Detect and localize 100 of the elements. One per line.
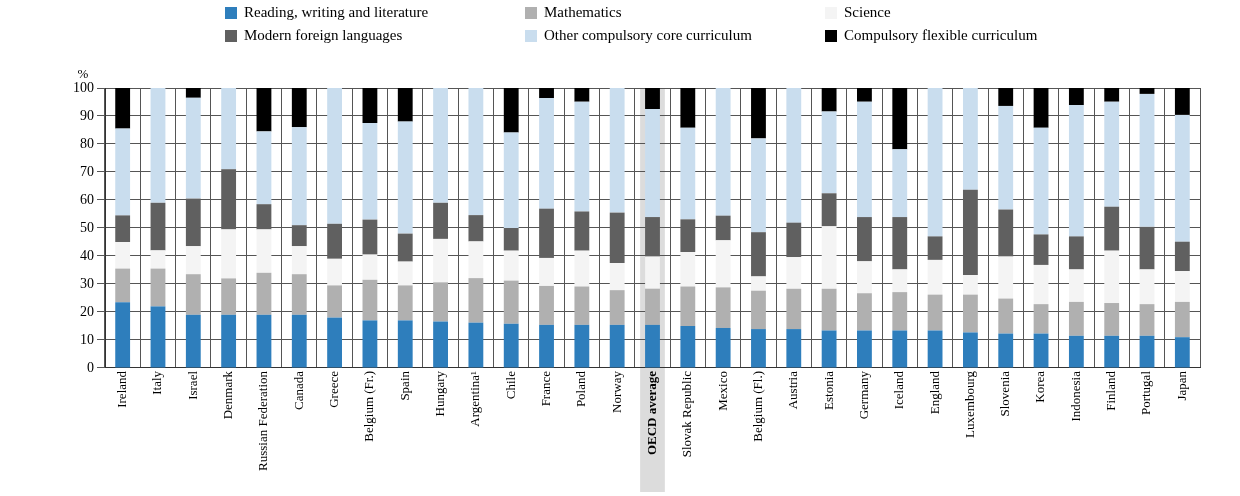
bar <box>927 330 943 368</box>
bar <box>786 257 802 289</box>
bar <box>751 290 766 330</box>
bar <box>539 324 554 368</box>
bar <box>1033 88 1049 128</box>
bar <box>645 109 660 218</box>
legend-label: Other compulsory core curriculum <box>544 27 752 44</box>
x-tick-label: England <box>926 370 942 415</box>
x-tick-label: Austria <box>785 370 801 410</box>
bar <box>221 278 237 315</box>
bar <box>256 88 272 132</box>
bar <box>1068 269 1084 302</box>
bar <box>256 314 272 368</box>
bar <box>185 97 201 199</box>
bar <box>1104 101 1120 207</box>
y-tick-label: 90 <box>80 107 94 123</box>
x-tick-label: Denmark <box>220 370 236 420</box>
bar <box>221 314 237 368</box>
bar <box>609 88 625 213</box>
bar <box>645 288 660 325</box>
bar <box>645 256 660 289</box>
bar <box>1174 271 1190 302</box>
bar <box>680 88 696 128</box>
bar <box>821 111 837 194</box>
bar <box>256 131 272 205</box>
y-tick-label: 100 <box>73 79 94 95</box>
bar <box>256 229 272 273</box>
x-tick-label: France <box>537 370 553 407</box>
x-tick-label: Argentina¹ <box>467 370 483 427</box>
bar <box>715 327 731 368</box>
bar <box>468 241 484 279</box>
x-tick-label: Spain <box>396 370 412 401</box>
bar <box>1174 301 1190 338</box>
legend-label: Compulsory flexible curriculum <box>844 27 1038 44</box>
bar <box>433 88 448 203</box>
x-tick-label: Canada <box>290 370 306 410</box>
bar <box>150 306 166 368</box>
bar <box>327 258 343 286</box>
bar <box>892 269 908 293</box>
bar <box>362 88 378 123</box>
bar <box>539 257 554 286</box>
bar <box>1104 303 1120 336</box>
x-tick-label: Germany <box>855 370 871 420</box>
bar <box>539 88 554 99</box>
bar <box>539 285 554 325</box>
bar <box>998 333 1014 368</box>
x-tick-label: Slovenia <box>997 370 1013 417</box>
bar <box>821 88 837 112</box>
bar <box>609 324 625 368</box>
bar <box>185 314 201 368</box>
x-tick-label: Hungary <box>431 370 447 417</box>
bar <box>1068 105 1084 237</box>
x-tick-label: Poland <box>573 370 589 408</box>
bar <box>786 88 802 223</box>
bar <box>1174 337 1190 368</box>
y-tick-label: 30 <box>80 275 94 291</box>
x-tick-label: Belgium (Fr.) <box>361 370 377 442</box>
bar <box>821 330 837 368</box>
x-tick-label: Norway <box>608 370 624 413</box>
bar <box>221 88 237 170</box>
bar <box>786 329 802 368</box>
bar <box>539 98 554 209</box>
bar <box>857 330 872 368</box>
bar <box>574 324 590 368</box>
bar <box>857 293 872 331</box>
bar <box>185 246 201 275</box>
y-tick-label: 40 <box>80 247 94 263</box>
y-tick-label: 10 <box>80 331 94 347</box>
bar <box>998 256 1014 299</box>
bar <box>291 274 307 315</box>
bar <box>115 128 131 216</box>
bar <box>786 288 802 330</box>
bar <box>927 88 943 237</box>
bar <box>680 127 696 220</box>
bar <box>397 121 413 234</box>
bar <box>680 252 696 287</box>
x-tick-label: Israel <box>184 370 200 400</box>
bar <box>892 149 908 218</box>
bar <box>468 322 484 368</box>
x-tick-label: Belgium (Fl.) <box>749 370 765 442</box>
bar <box>715 287 731 328</box>
x-tick-label: Portugal <box>1138 370 1154 416</box>
y-tick-label: 50 <box>80 219 94 235</box>
bar <box>857 261 872 294</box>
x-tick-label: Slovak Republic <box>679 370 695 458</box>
x-tick-label: OECD average <box>643 370 659 456</box>
y-tick-label: 60 <box>80 191 94 207</box>
bar <box>609 290 625 325</box>
bar <box>927 259 943 295</box>
bar <box>362 320 378 368</box>
y-tick-label: 80 <box>80 135 94 151</box>
x-tick-label: Iceland <box>891 370 907 410</box>
bar <box>892 88 908 150</box>
bar <box>1139 88 1155 94</box>
y-tick-label: 70 <box>80 163 94 179</box>
y-axis-title: % <box>77 66 89 81</box>
bar <box>362 279 378 321</box>
bar <box>1033 127 1049 235</box>
bar <box>150 88 166 203</box>
bar <box>291 314 307 368</box>
